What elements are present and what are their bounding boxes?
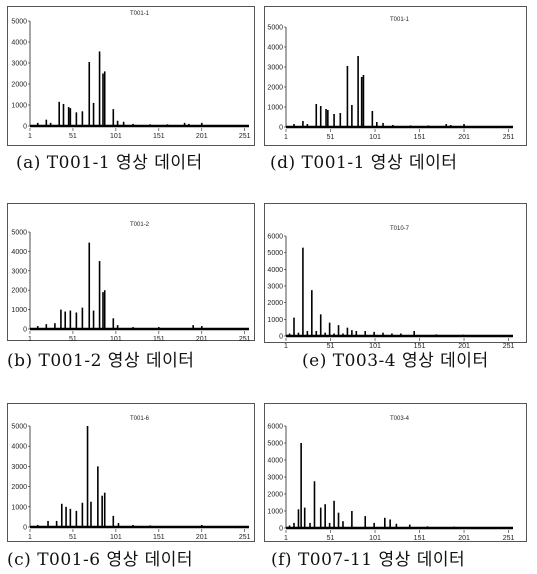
chart-title: T001-1 (130, 11, 150, 17)
y-tick-label: 0 (23, 124, 27, 131)
x-tick-label: 201 (196, 336, 208, 343)
x-tick-label: 1 (28, 133, 32, 140)
panel-caption: (d) T001-1 영상 데이터 (270, 153, 458, 173)
chart-title: T003-4 (390, 416, 410, 422)
x-tick-label: 151 (153, 534, 165, 541)
y-tick-label: 4000 (11, 40, 27, 47)
y-tick-label: 1000 (267, 317, 283, 324)
panel-caption: (f) T007-11 영상 데이터 (271, 550, 466, 570)
x-tick-label: 151 (414, 535, 426, 542)
x-tick-label: 101 (110, 133, 122, 140)
x-tick-label: 101 (110, 534, 122, 541)
y-tick-label: 0 (23, 525, 27, 532)
y-tick-label: 0 (279, 125, 283, 132)
y-tick-label: 6000 (267, 424, 283, 431)
y-tick-label: 6000 (267, 234, 283, 241)
y-tick-label: 4000 (267, 45, 283, 52)
y-tick-label: 3000 (267, 65, 283, 72)
x-tick-label: 51 (69, 133, 77, 140)
x-tick-label: 151 (414, 343, 426, 350)
y-tick-label: 5000 (11, 230, 27, 237)
chart-title: T001-2 (130, 222, 150, 228)
chart-panel-c: T001-6 0 1000 2000 3000 4000 5000 1 51 101 151 201 2… (7, 403, 255, 542)
y-tick-label: 4000 (267, 458, 283, 465)
panel-caption: (a) T001-1 영상 데이터 (16, 153, 203, 173)
x-tick-label: 51 (327, 134, 335, 141)
chart-panel-d: T001-1 0 1000 2000 3000 4000 5000 1 51 101 151 201 2… (264, 6, 527, 146)
x-tick-label: 151 (414, 134, 426, 141)
chart-title: T001-1 (390, 17, 410, 23)
chart-panel-f: T003-4 0 1000 2000 3000 4000 5000 6000 1 51 101 151… (264, 403, 527, 542)
y-tick-label: 3000 (267, 475, 283, 482)
y-tick-label: 1000 (11, 504, 27, 511)
x-tick-label: 1 (28, 534, 32, 541)
panel-caption: (c) T001-6 영상 데이터 (7, 550, 194, 570)
y-tick-label: 5000 (11, 424, 27, 431)
y-tick-label: 0 (279, 334, 283, 341)
y-tick-label: 1000 (11, 103, 27, 110)
y-tick-label: 4000 (267, 267, 283, 274)
y-tick-label: 5000 (267, 25, 283, 32)
y-tick-label: 1000 (267, 105, 283, 112)
y-tick-label: 3000 (11, 464, 27, 471)
y-tick-label: 1000 (11, 307, 27, 314)
x-tick-label: 51 (69, 534, 77, 541)
chart-title: T001-6 (130, 416, 150, 422)
x-tick-label: 51 (327, 535, 335, 542)
x-tick-label: 151 (153, 336, 165, 343)
x-tick-label: 251 (503, 134, 515, 141)
y-tick-label: 2000 (11, 484, 27, 491)
y-tick-label: 5000 (267, 250, 283, 257)
panel-caption: (e) T003-4 영상 데이터 (302, 351, 489, 371)
x-tick-label: 1 (284, 535, 288, 542)
y-tick-label: 3000 (11, 61, 27, 68)
x-tick-label: 1 (28, 336, 32, 343)
y-tick-label: 2000 (267, 300, 283, 307)
y-tick-label: 2000 (267, 492, 283, 499)
x-tick-label: 251 (239, 534, 251, 541)
y-tick-label: 2000 (11, 288, 27, 295)
y-tick-label: 0 (23, 327, 27, 334)
chart-panel-e: T010-7 0 1000 2000 3000 4000 5000 6000 1 51 101 151… (264, 203, 527, 350)
panel-caption: (b) T001-2 영상 데이터 (7, 351, 195, 371)
y-tick-label: 1000 (267, 509, 283, 516)
x-tick-label: 251 (503, 535, 515, 542)
y-tick-label: 2000 (11, 82, 27, 89)
x-tick-label: 51 (69, 336, 77, 343)
x-tick-label: 201 (458, 134, 470, 141)
x-tick-label: 1 (284, 343, 288, 350)
x-tick-label: 251 (503, 343, 515, 350)
x-tick-label: 201 (458, 343, 470, 350)
y-tick-label: 5000 (267, 441, 283, 448)
y-tick-label: 5000 (11, 19, 27, 26)
x-tick-label: 201 (196, 133, 208, 140)
x-tick-label: 51 (327, 343, 335, 350)
x-tick-label: 101 (110, 336, 122, 343)
chart-panel-a: T001-1 0 1000 2000 3000 4000 5000 1 51 101 151 201 2… (7, 6, 255, 146)
y-tick-label: 4000 (11, 249, 27, 256)
x-tick-label: 101 (369, 134, 381, 141)
x-tick-label: 1 (284, 134, 288, 141)
y-tick-label: 3000 (11, 268, 27, 275)
x-tick-label: 151 (153, 133, 165, 140)
y-tick-label: 3000 (267, 284, 283, 291)
x-tick-label: 251 (239, 133, 251, 140)
x-tick-label: 201 (458, 535, 470, 542)
y-tick-label: 2000 (267, 85, 283, 92)
chart-panel-b: T001-2 0 1000 2000 3000 4000 5000 1 51 101 151 201 2… (7, 203, 255, 343)
chart-title: T010-7 (390, 226, 410, 232)
x-tick-label: 201 (196, 534, 208, 541)
x-tick-label: 101 (369, 535, 381, 542)
x-tick-label: 101 (369, 343, 381, 350)
y-tick-label: 4000 (11, 444, 27, 451)
y-tick-label: 0 (279, 526, 283, 533)
x-tick-label: 251 (239, 336, 251, 343)
